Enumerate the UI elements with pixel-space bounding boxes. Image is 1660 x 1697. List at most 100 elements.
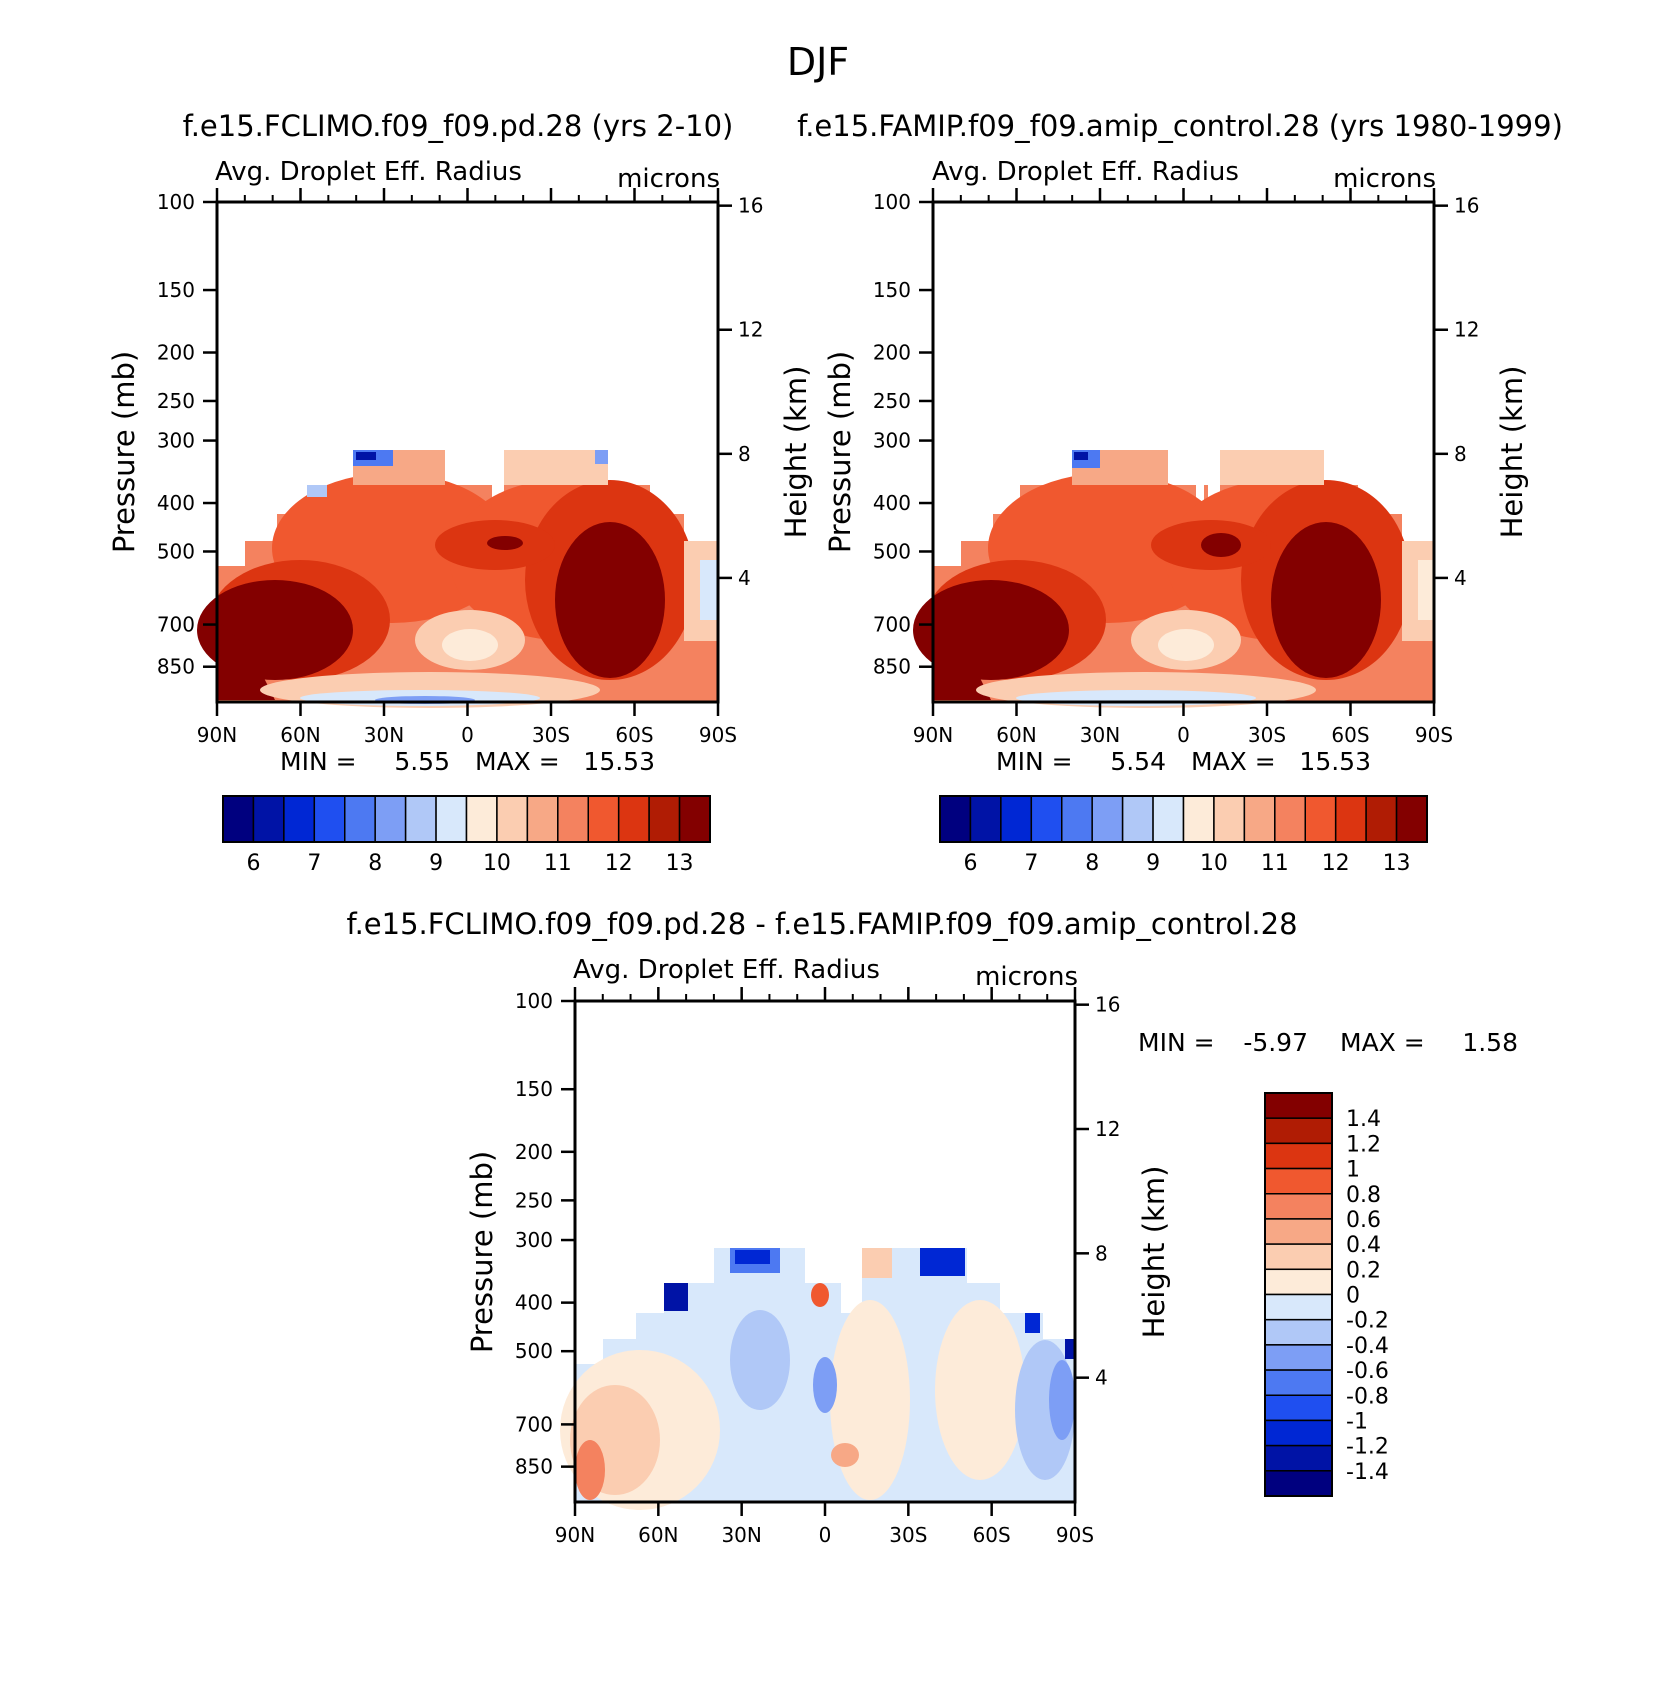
- colorbar-label: 0.8: [1346, 1183, 1381, 1208]
- panel-1-min-label: MIN =: [280, 747, 357, 776]
- x-tick-label: 60S: [973, 1523, 1011, 1547]
- colorbar-label: -0.2: [1346, 1309, 1389, 1334]
- colorbar-label: 1: [1346, 1158, 1360, 1183]
- y-tick-label: 200: [873, 341, 911, 365]
- colorbar-swatch: [1264, 1193, 1333, 1220]
- panel-1-units: microns: [617, 164, 720, 194]
- y2-tick-label: 12: [1454, 318, 1479, 342]
- panel-1-blob: [487, 536, 523, 550]
- colorbar-swatch: [1264, 1167, 1333, 1195]
- y-tick-label: 100: [515, 989, 553, 1013]
- y-tick-label: 250: [873, 389, 911, 413]
- panel-2-blob: [1158, 629, 1214, 661]
- colorbar-swatch: [1264, 1117, 1333, 1145]
- colorbar-swatch: [526, 795, 559, 843]
- panel-2-blob: [1074, 452, 1088, 460]
- panel-1-ylabel: Pressure (mb): [107, 351, 141, 553]
- panel-2-units: microns: [1333, 164, 1436, 194]
- panel-2-max-value: 15.53: [1299, 747, 1371, 776]
- y2-tick-label: 16: [738, 194, 763, 218]
- colorbar-swatch: [496, 795, 529, 843]
- x-tick-label: 90N: [555, 1523, 595, 1547]
- y-tick-label: 300: [873, 429, 911, 453]
- colorbar-swatch: [344, 795, 376, 843]
- colorbar-swatch: [1182, 795, 1215, 843]
- panel-1: f.e15.FCLIMO.f09_f09.pd.28 (yrs 2-10) Av…: [107, 109, 813, 876]
- panel-2-min-value: 5.54: [1110, 747, 1166, 776]
- panel-3-blob: [935, 1300, 1025, 1480]
- colorbar-swatch: [404, 795, 437, 843]
- y-tick-label: 850: [157, 655, 195, 679]
- panel-2-field: [913, 450, 1434, 708]
- x-tick-label: 30N: [721, 1523, 761, 1547]
- y-tick-label: 400: [873, 491, 911, 515]
- panel-3-blob: [730, 1310, 790, 1410]
- colorbar-label: -0.4: [1346, 1334, 1389, 1359]
- y-tick-label: 500: [873, 539, 911, 563]
- panel-1-field: [197, 450, 718, 708]
- colorbar-swatch: [557, 795, 589, 843]
- x-tick-label: 60N: [280, 723, 320, 747]
- colorbar-label: 13: [666, 851, 694, 876]
- colorbar-swatch: [678, 795, 711, 843]
- panel-1-blob: [555, 522, 665, 678]
- colorbar-swatch: [1264, 1142, 1333, 1170]
- y-tick-label: 400: [515, 1291, 553, 1315]
- colorbar-swatch: [374, 795, 407, 843]
- y-tick-label: 300: [157, 429, 195, 453]
- colorbar-swatch: [1264, 1092, 1333, 1119]
- panel-1-blob: [356, 452, 376, 460]
- colorbar-label: 1.4: [1346, 1107, 1381, 1132]
- panel-2-blob: [1220, 450, 1324, 485]
- panel-2: f.e15.FAMIP.f09_f09.amip_control.28 (yrs…: [797, 109, 1563, 876]
- panel-3-max-label: MAX =: [1340, 1028, 1425, 1057]
- colorbar-label: 7: [1024, 851, 1038, 876]
- colorbar-swatch: [1395, 795, 1428, 843]
- colorbar-swatch: [1274, 795, 1306, 843]
- colorbar-swatch: [1264, 1243, 1333, 1271]
- panel-3-blob: [830, 1300, 910, 1500]
- colorbar-swatch: [1243, 795, 1276, 843]
- y-tick-label: 250: [157, 389, 195, 413]
- colorbar-swatch: [1264, 1218, 1333, 1245]
- colorbar-swatch: [969, 795, 1002, 843]
- y-tick-label: 500: [157, 539, 195, 563]
- colorbar-swatch: [1264, 1444, 1333, 1472]
- panel-3-variable: Avg. Droplet Eff. Radius: [573, 955, 880, 985]
- colorbar-swatch: [283, 795, 316, 843]
- panel-3-field: [560, 1248, 1075, 1510]
- panel-3-max-value: 1.58: [1462, 1028, 1518, 1057]
- panel-3-blob: [811, 1283, 829, 1307]
- y-tick-label: 100: [157, 190, 195, 214]
- panel-2-variable: Avg. Droplet Eff. Radius: [932, 157, 1239, 187]
- panel-3-min-label: MIN =: [1138, 1028, 1215, 1057]
- colorbar-label: -0.8: [1346, 1384, 1389, 1409]
- panel-1-blob: [217, 620, 275, 700]
- colorbar-swatch: [222, 795, 255, 843]
- y-tick-label: 150: [157, 278, 195, 302]
- colorbar-label: 11: [544, 851, 572, 876]
- y-tick-label: 700: [157, 613, 195, 637]
- colorbar-label: -0.6: [1346, 1359, 1389, 1384]
- colorbar-label: 0.4: [1346, 1233, 1381, 1258]
- colorbar-label: 8: [1085, 851, 1099, 876]
- colorbar-swatch: [1304, 795, 1337, 843]
- x-tick-label: 60N: [638, 1523, 678, 1547]
- x-tick-label: 90S: [699, 723, 737, 747]
- colorbar-swatch: [648, 795, 681, 843]
- colorbar-label: -1: [1346, 1409, 1368, 1434]
- colorbar-swatch: [617, 795, 650, 843]
- colorbar-label: 13: [1383, 851, 1411, 876]
- panel-3-blob: [1049, 1360, 1075, 1440]
- colorbar-label: 7: [307, 851, 321, 876]
- x-tick-label: 90S: [1415, 723, 1453, 747]
- y2-tick-label: 8: [1095, 1241, 1108, 1265]
- y2-tick-label: 16: [1095, 993, 1120, 1017]
- x-tick-label: 60N: [996, 723, 1036, 747]
- y-tick-label: 850: [515, 1455, 553, 1479]
- x-tick-label: 30N: [1080, 723, 1120, 747]
- panel-3-blob: [664, 1283, 688, 1311]
- panel-1-y2label: Height (km): [779, 366, 813, 539]
- y-tick-label: 700: [515, 1412, 553, 1436]
- panel-1-blob: [700, 560, 718, 620]
